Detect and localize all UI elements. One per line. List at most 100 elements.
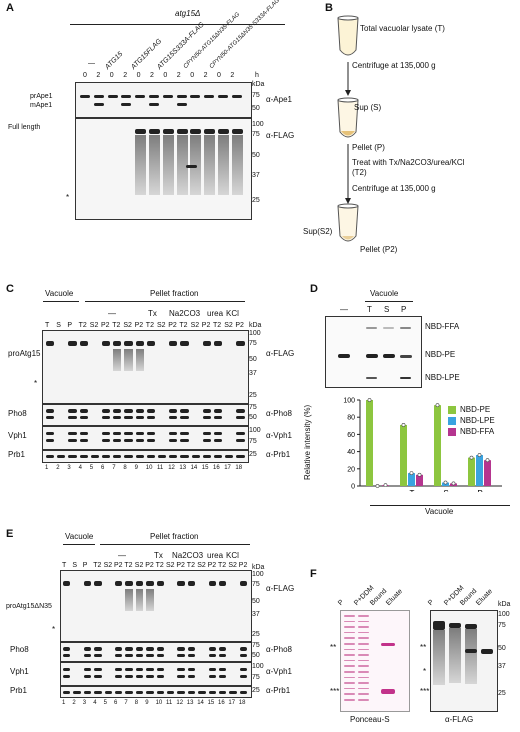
bar-nbd-pe <box>468 457 475 486</box>
marker-c-25: 25 <box>249 392 257 399</box>
band-prape1 <box>149 95 159 98</box>
vph1-band <box>219 668 227 671</box>
double-star-f-left: ** <box>330 643 337 652</box>
pho8-band <box>79 409 88 413</box>
e-flag-band <box>219 581 227 586</box>
prb1-band <box>156 691 164 694</box>
panel-label-e: E <box>6 528 14 540</box>
ponceau-heavy-chain <box>381 643 395 646</box>
vph1-band <box>135 668 144 671</box>
vph1-band-lower <box>135 439 144 442</box>
marker-e-50: 50 <box>252 598 260 605</box>
prb1-band <box>73 691 81 694</box>
vph1-band <box>83 668 92 671</box>
hour-label: 0 <box>217 72 221 79</box>
vacuole-label-e: Vacuole <box>65 532 94 541</box>
bar-nbd-pe <box>434 405 441 486</box>
lane-label: P2 <box>238 562 248 569</box>
vph1-band <box>214 432 223 435</box>
prb1-band <box>236 455 245 458</box>
pellet-label-e: Pellet fraction <box>150 532 199 541</box>
prb1-band <box>146 691 154 694</box>
band-full-length <box>218 129 229 134</box>
vph1-band-lower <box>94 675 102 678</box>
data-point <box>485 458 490 463</box>
ponceau-band <box>344 626 355 628</box>
lane-label: P2 <box>145 562 154 569</box>
ponceau-band <box>358 615 369 617</box>
tlc-lane-empty: — <box>340 305 348 314</box>
lane-number: 7 <box>112 465 116 471</box>
ponceau-band <box>344 648 355 651</box>
band-prape1 <box>121 95 132 98</box>
smear-flag <box>149 135 160 195</box>
e-flag-band <box>239 581 248 586</box>
data-point <box>443 480 448 485</box>
c-treatment: Na2CO3 <box>169 309 201 318</box>
x-tick-label: S <box>443 489 448 492</box>
ponceau-band <box>358 682 369 684</box>
band-full-length <box>162 129 174 134</box>
e-flag-band <box>156 581 164 586</box>
marker-e-vph1-100: 100 <box>252 663 264 670</box>
prb1-band <box>63 691 71 694</box>
smear-flag <box>162 135 174 195</box>
band-prape1 <box>204 95 215 98</box>
prb1-band <box>146 455 155 458</box>
pho8-band-lower <box>83 654 92 657</box>
lane-number: 12 <box>176 700 184 706</box>
ponceau-band <box>344 631 355 634</box>
vph1-band <box>102 432 111 435</box>
c-flag-band <box>113 341 122 346</box>
vph1-band-lower <box>124 439 133 442</box>
pho8-band-lower <box>113 416 122 419</box>
tlc-lane-p: P <box>401 305 407 314</box>
ponceau-blot <box>340 610 410 712</box>
lane-number: 3 <box>82 700 87 706</box>
legend-label: NBD-FFA <box>460 427 495 436</box>
pho8-band <box>146 409 155 413</box>
vph1-band-lower <box>219 675 227 678</box>
lane-number: 12 <box>168 465 175 471</box>
vph1-band <box>177 668 185 671</box>
lane-number: 4 <box>78 465 82 471</box>
data-point <box>477 453 482 457</box>
col-empty: — <box>88 60 95 67</box>
step-treat: Treat with Tx/Na2CO3/urea/KCl (T2) <box>352 158 465 177</box>
lane-number: 6 <box>101 465 105 471</box>
marker-f-100: 100 <box>498 611 510 618</box>
lane-label: S2 <box>134 562 144 569</box>
lane-number: 16 <box>213 465 220 471</box>
marker-f-75: 75 <box>498 622 506 629</box>
lane-label: T <box>45 322 50 329</box>
marker-f-50: 50 <box>498 645 506 652</box>
pho8-label-c: Pho8 <box>8 409 27 418</box>
lane-label: T2 <box>78 322 87 329</box>
star-c: * <box>34 379 38 388</box>
tlc-lane-s: S <box>384 305 390 314</box>
flag-caption-f: α-FLAG <box>445 715 474 724</box>
c-flag-band <box>202 341 211 346</box>
pho8-band-lower <box>124 416 133 419</box>
pho8-band <box>68 409 77 413</box>
ponceau-band <box>344 671 355 673</box>
pho8-band-lower <box>236 416 245 419</box>
prb1-band <box>83 691 92 694</box>
vph1-band <box>202 432 211 435</box>
lane-label: P2 <box>114 562 123 569</box>
pho8-band-lower <box>135 654 144 657</box>
y-tick-label: 40 <box>347 449 355 456</box>
prb1-band <box>169 455 178 458</box>
e-treatment: Tx <box>154 551 163 560</box>
pho8-band <box>83 647 92 651</box>
data-point <box>451 481 456 486</box>
pho8-band-lower <box>156 654 164 657</box>
lane-label: P <box>67 322 73 329</box>
vph1-band-lower <box>79 439 88 442</box>
lane-number: 15 <box>207 700 215 706</box>
e-flag-band <box>187 581 196 586</box>
vph1-band-lower <box>68 439 77 442</box>
band-prape1 <box>93 95 104 98</box>
pho8-band <box>239 647 248 651</box>
prb1-band <box>158 455 167 458</box>
